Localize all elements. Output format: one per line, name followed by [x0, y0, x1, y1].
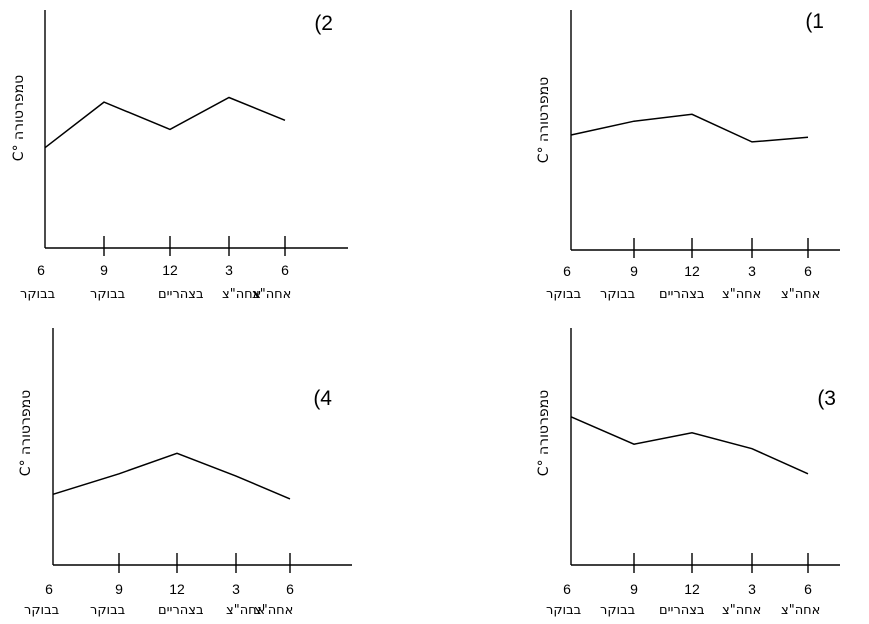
x-caption: בבוקר — [546, 603, 581, 618]
x-caption: בבוקר — [24, 603, 59, 618]
x-caption: בצהריים — [659, 287, 705, 302]
x-caption: אחה"צ — [781, 287, 820, 302]
x-caption: בצהריים — [158, 287, 204, 302]
x-caption: אחה"צ — [252, 287, 291, 302]
temperature-line — [52, 452, 291, 500]
x-tick-label: 3 — [748, 581, 756, 597]
x-tick-label: 6 — [281, 262, 289, 278]
panel-label: (4 — [313, 387, 332, 410]
x-tick-label: 6 — [45, 581, 53, 597]
x-tick-label: 6 — [804, 263, 812, 279]
y-axis-label: טמפרטורה °C — [18, 390, 34, 476]
x-tick-label: 6 — [563, 263, 571, 279]
x-caption: אחה"צ — [254, 603, 293, 618]
panel-label: (3 — [817, 387, 836, 410]
y-axis-label: טמפרטורה °C — [536, 77, 552, 163]
x-tick-label: 3 — [225, 262, 233, 278]
x-tick-label: 6 — [563, 581, 571, 597]
x-caption: אחה"צ — [226, 603, 265, 618]
x-caption: בבוקר — [90, 287, 125, 302]
x-caption: בבוקר — [90, 603, 125, 618]
temperature-line — [570, 416, 809, 475]
x-tick-label: 9 — [630, 581, 638, 597]
x-caption: בצהריים — [158, 603, 204, 618]
x-tick-label: 6 — [804, 581, 812, 597]
chart-panel-2: 6 9 12 3 6 בבוקר בבוקר בצהריים אחה"צ אחה"צ (1 טמפרט… — [536, 10, 840, 302]
x-tick-label: 9 — [630, 263, 638, 279]
x-tick-label: 6 — [286, 581, 294, 597]
panel-label: (1 — [805, 10, 824, 33]
y-axis-label: טמפרטורה °C — [536, 390, 552, 476]
x-tick-label: 12 — [169, 581, 185, 597]
panel-label: (2 — [314, 12, 333, 35]
x-caption: בבוקר — [546, 287, 581, 302]
x-caption: אחה"צ — [781, 603, 820, 618]
x-caption: אחה"צ — [222, 287, 261, 302]
x-tick-label: 9 — [100, 262, 108, 278]
x-tick-label: 6 — [37, 262, 45, 278]
x-caption: אחה"צ — [722, 287, 761, 302]
temperature-line — [570, 113, 809, 143]
temperature-line — [44, 96, 286, 149]
x-tick-label: 12 — [162, 262, 178, 278]
x-tick-label: 12 — [684, 263, 700, 279]
x-caption: בבוקר — [20, 287, 55, 302]
x-tick-label: 12 — [684, 581, 700, 597]
x-caption: בבוקר — [600, 603, 635, 618]
chart-panel-4: 6 9 12 3 6 בבוקר בבוקר בצהריים אחה"צ אחה"צ (3 טמפרט… — [536, 328, 840, 618]
x-tick-label: 3 — [232, 581, 240, 597]
y-axis-label: טמפרטורה °C — [11, 75, 27, 161]
x-tick-label: 3 — [748, 263, 756, 279]
x-caption: בצהריים — [659, 603, 705, 618]
x-caption: בבוקר — [600, 287, 635, 302]
x-tick-label: 9 — [115, 581, 123, 597]
x-caption: אחה"צ — [722, 603, 761, 618]
